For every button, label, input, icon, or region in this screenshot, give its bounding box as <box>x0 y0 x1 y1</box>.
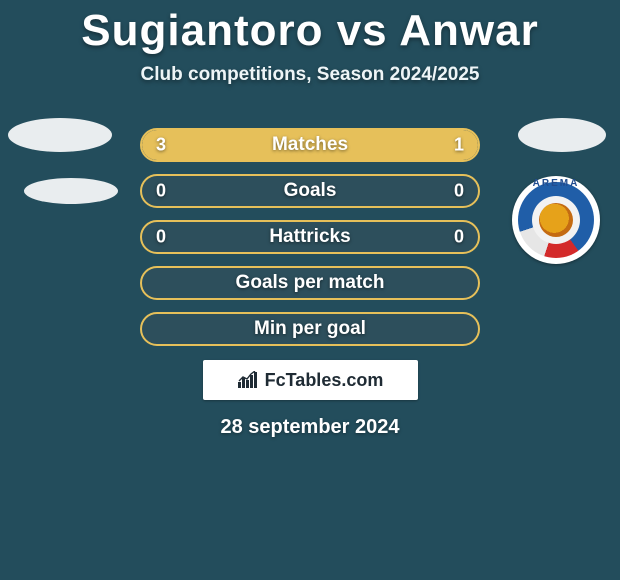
club-right-badge: AREMA <box>512 176 600 264</box>
comparison-card: Sugiantoro vs Anwar Club competitions, S… <box>0 0 620 580</box>
club-badge-emblem <box>539 203 573 237</box>
stat-fill-right <box>394 130 478 160</box>
player-right-photo-placeholder <box>518 118 606 152</box>
stat-row: Min per goal <box>140 312 480 346</box>
stat-value-left: 0 <box>156 227 166 248</box>
stat-value-left: 3 <box>156 135 166 156</box>
stat-fill-left <box>142 130 394 160</box>
player-left-photo-placeholder <box>8 118 112 152</box>
stat-row: 0 Hattricks 0 <box>140 220 480 254</box>
stat-label: Matches <box>272 134 348 156</box>
stat-row: 0 Goals 0 <box>140 174 480 208</box>
stat-row: 3 Matches 1 <box>140 128 480 162</box>
stat-label: Min per goal <box>254 318 366 340</box>
stat-label: Goals <box>284 180 337 202</box>
stat-value-right: 0 <box>454 227 464 248</box>
stat-value-right: 0 <box>454 181 464 202</box>
stat-label: Hattricks <box>269 226 350 248</box>
club-left-logo-placeholder <box>24 178 118 204</box>
stat-label: Goals per match <box>236 272 385 294</box>
club-badge-text: AREMA <box>533 178 580 189</box>
stat-list: 3 Matches 1 0 Goals 0 0 Hattricks 0 Goals per mat… <box>140 128 480 346</box>
stat-value-right: 1 <box>454 135 464 156</box>
snapshot-date: 28 september 2024 <box>0 416 620 439</box>
stat-value-left: 0 <box>156 181 166 202</box>
bar-chart-icon <box>237 371 259 389</box>
club-badge-inner <box>532 196 580 244</box>
stat-row: Goals per match <box>140 266 480 300</box>
branding-text: FcTables.com <box>265 370 384 391</box>
page-subtitle: Club competitions, Season 2024/2025 <box>0 64 620 86</box>
page-title: Sugiantoro vs Anwar <box>0 0 620 56</box>
branding-card[interactable]: FcTables.com <box>203 360 418 400</box>
